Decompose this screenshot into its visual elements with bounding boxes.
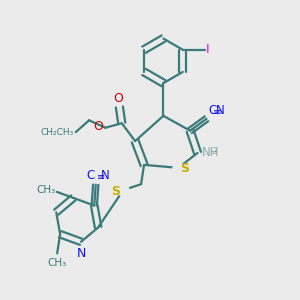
Text: I: I [206, 43, 209, 56]
Text: C: C [86, 169, 94, 182]
Text: ≡: ≡ [97, 172, 105, 182]
Text: O: O [93, 120, 103, 133]
Text: ≡: ≡ [212, 107, 221, 117]
Text: CH₃: CH₃ [47, 258, 66, 268]
Text: C: C [208, 104, 216, 117]
Text: S: S [111, 185, 120, 198]
Text: N: N [101, 169, 110, 182]
Text: S: S [181, 162, 190, 175]
Text: O: O [113, 92, 123, 104]
Text: CH₃: CH₃ [36, 185, 56, 196]
Text: CH₂CH₃: CH₂CH₃ [41, 128, 74, 137]
Text: NH: NH [202, 146, 220, 160]
Text: N: N [76, 247, 86, 260]
Text: N: N [216, 104, 225, 117]
Text: 2: 2 [212, 147, 218, 156]
